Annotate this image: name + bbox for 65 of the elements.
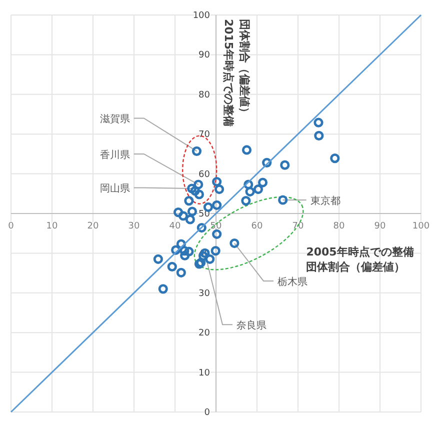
point bbox=[214, 184, 224, 194]
y-tick-label: 70 bbox=[198, 130, 210, 140]
point bbox=[314, 130, 324, 140]
point bbox=[242, 145, 252, 155]
annotation: 奈良県 bbox=[236, 320, 266, 332]
annotation: 滋賀県 bbox=[100, 113, 130, 126]
point bbox=[210, 246, 220, 256]
point bbox=[253, 184, 264, 194]
point bbox=[278, 195, 288, 205]
x-tick-label: 30 bbox=[128, 222, 140, 232]
point bbox=[192, 146, 202, 156]
point bbox=[258, 178, 268, 188]
annotation: 栃木県 bbox=[278, 276, 308, 288]
point bbox=[205, 254, 215, 264]
x-tick-label: 40 bbox=[169, 222, 181, 232]
point bbox=[153, 254, 163, 264]
point bbox=[158, 284, 168, 294]
y-tick-label: 30 bbox=[198, 288, 210, 299]
y-tick-label: 90 bbox=[198, 50, 210, 61]
x-tick-label: 50 bbox=[210, 222, 222, 232]
point bbox=[196, 222, 206, 233]
point bbox=[212, 200, 222, 210]
x-tick-label: 0 bbox=[8, 222, 14, 232]
y-tick-label: 60 bbox=[198, 170, 210, 180]
point bbox=[180, 250, 190, 260]
x-axis-title: 2005年時点での整備団体割合（偏差値） bbox=[306, 246, 414, 274]
point bbox=[167, 262, 177, 272]
x-tick-label: 80 bbox=[333, 222, 345, 232]
x-tick-label: 20 bbox=[87, 222, 99, 232]
point bbox=[194, 190, 204, 200]
point bbox=[244, 180, 254, 190]
x-tick-label: 10 bbox=[46, 222, 58, 232]
point bbox=[212, 229, 222, 239]
y-tick-label: 80 bbox=[198, 90, 210, 100]
y-tick-label: 10 bbox=[198, 368, 210, 378]
y-tick-label: 20 bbox=[198, 328, 210, 339]
point bbox=[187, 206, 198, 216]
point bbox=[212, 176, 222, 187]
point bbox=[245, 186, 255, 196]
point bbox=[171, 245, 181, 255]
x-tick-label: 90 bbox=[374, 222, 386, 232]
annotation: 東京都 bbox=[310, 195, 340, 207]
point bbox=[241, 196, 251, 206]
point bbox=[173, 208, 184, 218]
x-tick-label: 100 bbox=[412, 222, 430, 232]
point bbox=[185, 214, 195, 224]
point bbox=[184, 196, 194, 206]
point bbox=[330, 154, 340, 164]
point bbox=[280, 160, 290, 170]
y-axis-title: 2015年時点での整備団体割合（偏差値） bbox=[222, 18, 251, 127]
point bbox=[230, 238, 240, 248]
annotation: 岡山県 bbox=[100, 182, 130, 195]
point bbox=[262, 158, 272, 168]
annotation: 香川県 bbox=[100, 148, 130, 161]
point bbox=[176, 268, 186, 278]
point bbox=[314, 118, 324, 128]
point bbox=[194, 180, 204, 190]
point bbox=[178, 211, 188, 221]
point bbox=[187, 184, 197, 194]
y-tick-label: 0 bbox=[204, 408, 210, 418]
point bbox=[176, 239, 186, 249]
x-tick-label: 70 bbox=[292, 222, 304, 232]
x-tick-label: 60 bbox=[251, 222, 263, 232]
y-tick-label: 100 bbox=[192, 11, 210, 21]
point bbox=[184, 246, 194, 256]
